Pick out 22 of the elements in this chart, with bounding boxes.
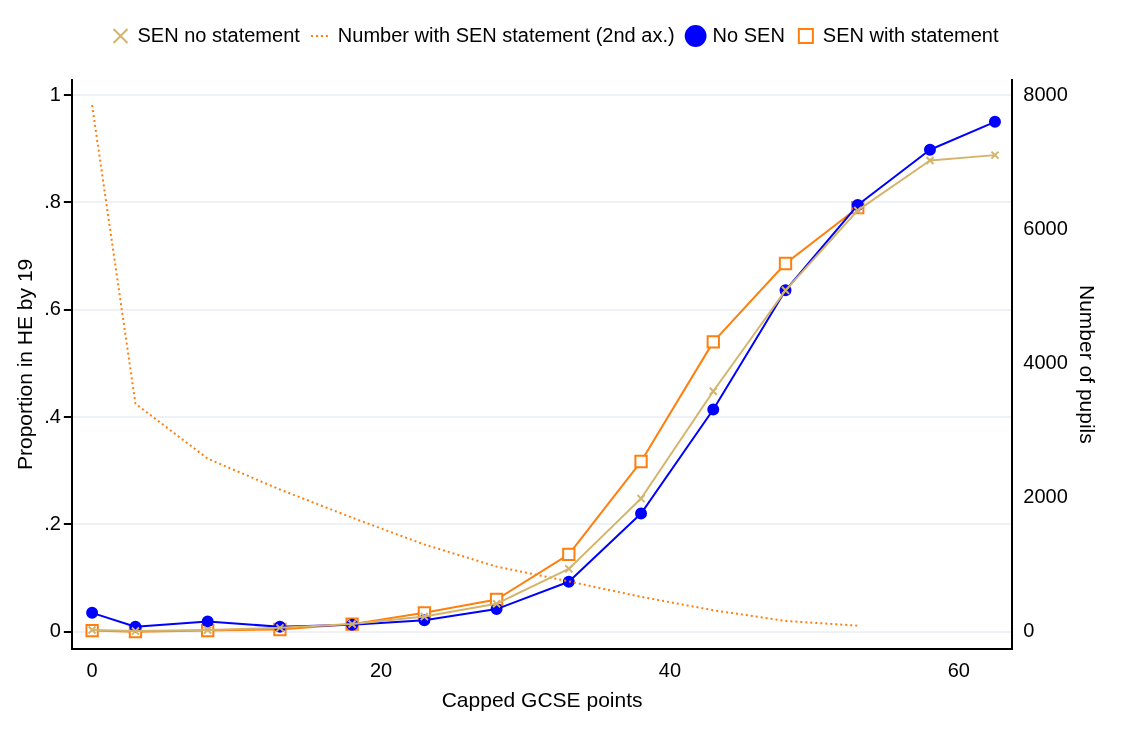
y2-tick-label: 0 (1023, 619, 1035, 642)
x-tick-label: 40 (658, 659, 682, 682)
y-tick-label: 1 (49, 82, 61, 105)
y2-tick-label: 2000 (1023, 485, 1068, 508)
y-tick-label: 0 (49, 619, 61, 642)
y2-tick-label: 4000 (1023, 350, 1068, 373)
y-axis-title: Proportion in HE by 19 (13, 258, 37, 471)
legend-label: Number with SEN statement (2nd ax.) (337, 23, 675, 46)
y-tick-label: .4 (44, 404, 61, 427)
y2-tick-label: 8000 (1023, 82, 1068, 105)
legend-label: SEN with statement (822, 23, 999, 46)
y2-tick-label: 6000 (1023, 216, 1068, 239)
legend-label: No SEN (712, 23, 785, 46)
x-tick-label: 60 (947, 659, 970, 682)
legend-label: SEN no statement (137, 23, 301, 46)
y-tick-label: .8 (44, 189, 61, 212)
y-tick-label: .6 (44, 297, 61, 320)
y2-axis-title: Number of pupils (1075, 285, 1099, 444)
x-tick-label: 0 (86, 659, 98, 682)
x-tick-label: 20 (369, 659, 393, 682)
x-axis-title: Capped GCSE points (441, 688, 643, 712)
y-tick-label: .2 (44, 511, 61, 534)
